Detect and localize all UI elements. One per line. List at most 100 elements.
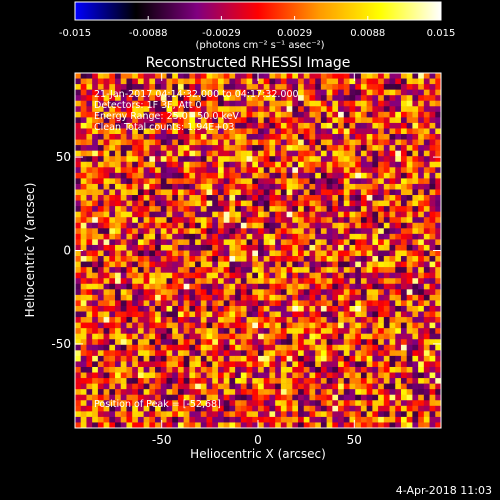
heatmap-cell xyxy=(360,294,367,301)
heatmap-cell xyxy=(349,305,356,312)
heatmap-cell xyxy=(246,322,253,329)
heatmap-cell xyxy=(395,244,402,251)
heatmap-cell xyxy=(383,328,390,335)
heatmap-cell xyxy=(155,156,162,163)
heatmap-cell xyxy=(383,256,390,262)
heatmap-cell xyxy=(75,167,82,174)
heatmap-cell xyxy=(309,233,316,240)
heatmap-cell xyxy=(80,361,87,368)
heatmap-cell xyxy=(246,389,253,396)
heatmap-cell xyxy=(75,250,82,257)
heatmap-cell xyxy=(75,305,82,312)
heatmap-cell xyxy=(378,416,385,423)
heatmap-cell xyxy=(149,139,156,146)
heatmap-cell xyxy=(429,100,436,107)
heatmap-cell xyxy=(217,261,224,268)
heatmap-cell xyxy=(160,84,167,90)
heatmap-cell xyxy=(298,267,305,273)
heatmap-cell xyxy=(132,134,139,140)
heatmap-cell xyxy=(406,389,413,396)
heatmap-cell xyxy=(252,305,259,312)
heatmap-cell xyxy=(418,239,425,246)
heatmap-cell xyxy=(429,339,436,346)
info-line-energy: Energy Range: 25.0 - 50.0 keV xyxy=(94,111,239,122)
heatmap-cell xyxy=(177,261,184,268)
heatmap-cell xyxy=(389,272,396,279)
heatmap-cell xyxy=(109,394,116,401)
heatmap-cell xyxy=(155,416,162,423)
heatmap-cell xyxy=(195,95,202,102)
heatmap-cell xyxy=(418,317,425,323)
heatmap-cell xyxy=(378,289,385,296)
heatmap-cell xyxy=(275,178,282,185)
heatmap-cell xyxy=(355,139,362,146)
heatmap-cell xyxy=(183,256,190,262)
heatmap-cell xyxy=(80,200,87,207)
heatmap-cell xyxy=(229,272,236,279)
heatmap-cell xyxy=(172,328,179,335)
heatmap-cell xyxy=(160,233,167,240)
heatmap-cell xyxy=(217,172,224,179)
heatmap-cell xyxy=(132,283,139,290)
heatmap-cell xyxy=(92,361,99,368)
heatmap-cell xyxy=(286,73,293,79)
heatmap-cell xyxy=(206,250,213,257)
heatmap-cell xyxy=(246,422,253,429)
heatmap-cell xyxy=(75,411,82,418)
heatmap-cell xyxy=(200,195,207,201)
heatmap-cell xyxy=(360,383,367,390)
heatmap-cell xyxy=(252,134,259,140)
heatmap-cell xyxy=(366,283,373,290)
heatmap-cell xyxy=(378,200,385,207)
heatmap-cell xyxy=(229,267,236,273)
heatmap-cell xyxy=(349,178,356,185)
heatmap-cell xyxy=(246,95,253,102)
heatmap-cell xyxy=(338,161,345,168)
heatmap-cell xyxy=(189,78,196,85)
heatmap-cell xyxy=(349,333,356,340)
heatmap-cell xyxy=(343,222,350,229)
heatmap-cell xyxy=(97,161,104,168)
heatmap-cell xyxy=(412,350,419,357)
heatmap-cell xyxy=(92,422,99,429)
heatmap-cell xyxy=(435,317,442,323)
heatmap-cell xyxy=(360,317,367,323)
heatmap-cell xyxy=(235,422,242,429)
heatmap-cell xyxy=(360,95,367,102)
heatmap-cell xyxy=(332,389,339,396)
heatmap-cell xyxy=(395,228,402,235)
heatmap-cell xyxy=(383,294,390,301)
heatmap-cell xyxy=(400,178,407,185)
heatmap-cell xyxy=(320,222,327,229)
heatmap-cell xyxy=(360,189,367,196)
heatmap-cell xyxy=(115,89,122,96)
heatmap-cell xyxy=(315,183,322,190)
heatmap-cell xyxy=(109,305,116,312)
heatmap-cell xyxy=(360,267,367,273)
heatmap-cell xyxy=(389,100,396,107)
heatmap-cell xyxy=(418,217,425,224)
heatmap-cell xyxy=(292,378,299,384)
heatmap-cell xyxy=(166,100,173,107)
heatmap-cell xyxy=(80,183,87,190)
heatmap-cell xyxy=(320,100,327,107)
heatmap-cell xyxy=(395,195,402,201)
heatmap-cell xyxy=(252,339,259,346)
heatmap-cell xyxy=(326,95,333,102)
heatmap-cell xyxy=(332,183,339,190)
heatmap-cell xyxy=(292,228,299,235)
heatmap-cell xyxy=(320,134,327,140)
heatmap-cell xyxy=(338,145,345,151)
heatmap-cell xyxy=(286,200,293,207)
heatmap-cell xyxy=(172,361,179,368)
heatmap-cell xyxy=(326,139,333,146)
heatmap-cell xyxy=(177,233,184,240)
heatmap-cell xyxy=(298,350,305,357)
heatmap-cell xyxy=(160,161,167,168)
heatmap-cell xyxy=(200,78,207,85)
heatmap-cell xyxy=(103,239,110,246)
heatmap-cell xyxy=(326,222,333,229)
heatmap-cell xyxy=(400,195,407,201)
heatmap-cell xyxy=(97,128,104,135)
heatmap-cell xyxy=(149,211,156,218)
